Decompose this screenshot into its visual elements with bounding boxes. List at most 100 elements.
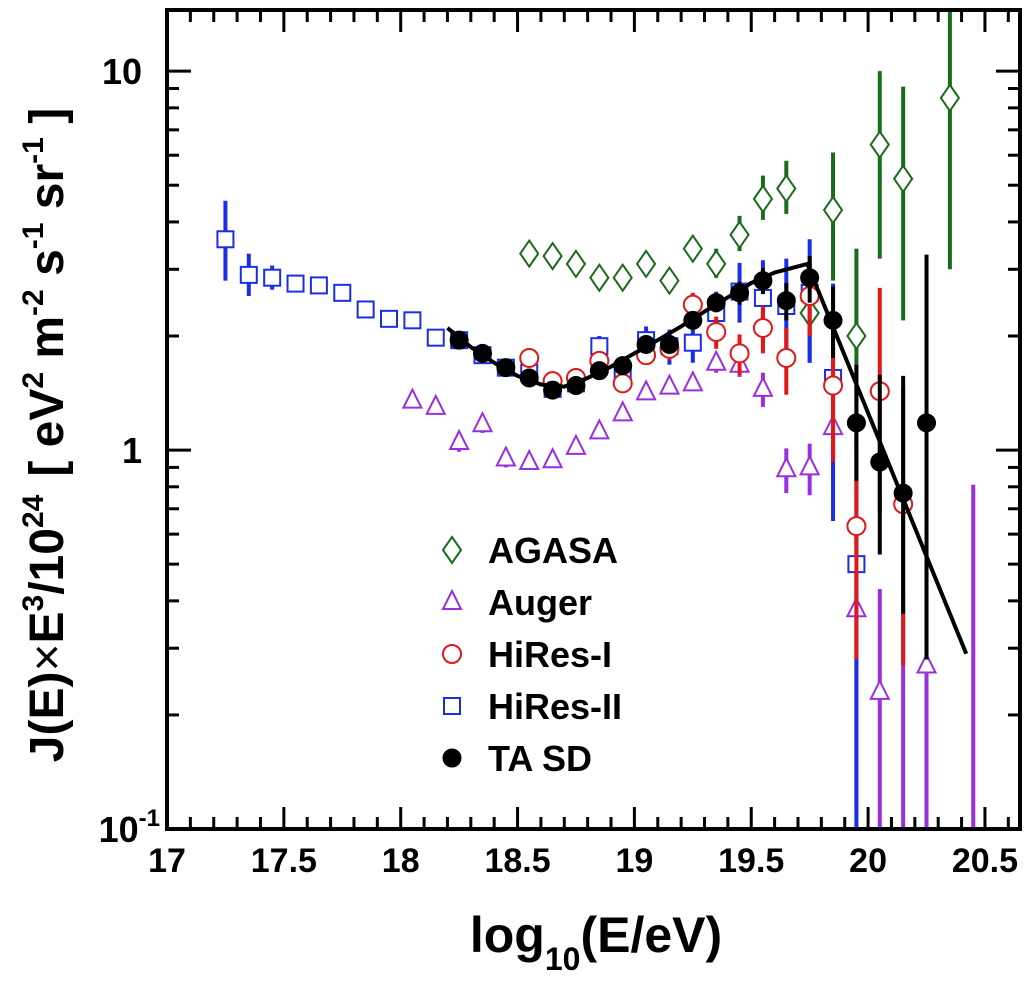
auger-point — [425, 393, 447, 415]
auger-point — [588, 418, 610, 440]
x-tick-label: 20.5 — [952, 842, 1018, 880]
auger-point — [658, 373, 681, 395]
hires-ii-point — [333, 283, 352, 302]
legend-marker-ta-sd — [442, 748, 462, 768]
hires-ii-point — [380, 309, 399, 328]
auger-point — [915, 652, 938, 674]
agasa-point — [612, 262, 633, 293]
hires-ii-point — [309, 276, 328, 295]
y-tick-label-0.1-exponent: -1 — [139, 805, 160, 832]
y-tick-label-0.1-base: 10 — [99, 809, 139, 850]
plot-frame — [165, 8, 1022, 831]
agasa-point — [519, 238, 540, 269]
y-axis-tick-labels: 10 1 10-1 — [99, 51, 160, 850]
x-axis-label: log10(E/eV) — [470, 907, 722, 977]
ta-sd-point — [917, 413, 937, 433]
auger-point — [612, 400, 634, 422]
x-tick-label: 19.5 — [718, 842, 784, 880]
agasa-point — [705, 249, 727, 279]
legend-marker-agasa — [441, 535, 463, 565]
ta-sd-point — [846, 413, 866, 433]
auger-point — [752, 375, 774, 397]
y-axis-label-norm-exp: 24 — [17, 494, 50, 528]
auger-point — [448, 428, 470, 451]
series-ta-sd — [449, 254, 937, 660]
y-axis-label-unit-s: s — [21, 249, 74, 289]
agasa-point — [892, 164, 914, 194]
agasa-point — [635, 249, 657, 279]
legend-label-ta-sd: TA SD — [488, 738, 592, 779]
hires-ii-point — [403, 311, 422, 330]
hires-ii-point — [216, 230, 235, 249]
y-axis-label-energy-exp: 3 — [17, 595, 50, 612]
x-tick-label: 20 — [849, 842, 887, 880]
y-axis-label-times: × — [21, 643, 74, 671]
agasa-point — [846, 321, 867, 351]
fit-layer — [446, 261, 969, 655]
x-axis-ticks — [165, 10, 1010, 829]
auger-point — [635, 379, 657, 401]
series-hires-ii — [216, 200, 866, 829]
hires-i-point — [729, 343, 750, 364]
legend-label-hires-ii: HiRes-II — [488, 686, 622, 727]
agasa-point — [822, 195, 844, 225]
hires-i-point — [776, 347, 797, 368]
y-axis-label-unit-m: m — [21, 316, 74, 372]
hires-i-point — [846, 516, 867, 537]
auger-point — [682, 370, 704, 392]
agasa-point — [939, 83, 961, 113]
y-axis-label-flux: J(E) — [21, 672, 74, 763]
y-axis-label-unit-sr-exp: -1 — [17, 137, 50, 164]
agasa-point — [682, 233, 704, 264]
y-tick-label-1: 1 — [122, 430, 142, 471]
agasa-point — [776, 173, 797, 204]
x-axis-label-log: log — [470, 907, 545, 963]
auger-point — [799, 454, 821, 476]
hires-ii-point — [683, 333, 702, 352]
legend-label-auger: Auger — [488, 582, 592, 623]
agasa-point — [869, 129, 890, 160]
y-tick-label-0.1: 10-1 — [99, 805, 160, 850]
legend-label-hires-i: HiRes-I — [488, 634, 612, 675]
hires-i-point — [612, 373, 633, 394]
y-axis-label-close: ] — [21, 108, 74, 137]
x-tick-label: 17.5 — [251, 842, 317, 880]
y-axis-label-unit-s-exp: -1 — [17, 223, 50, 250]
auger-point — [565, 433, 587, 455]
ta-sd-fit-line — [446, 261, 969, 655]
legend-label-agasa: AGASA — [488, 530, 618, 571]
legend-marker-hires-ii — [443, 697, 461, 715]
legend: AGASA Auger HiRes-I HiRes-II TA SD — [441, 530, 622, 779]
x-tick-label: 19 — [615, 842, 653, 880]
agasa-point — [752, 184, 774, 214]
auger-point — [518, 448, 540, 471]
auger-point — [869, 678, 891, 700]
x-tick-label: 18 — [382, 842, 420, 880]
hires-i-point — [752, 317, 773, 338]
hires-ii-point — [263, 268, 282, 287]
x-tick-label: 17 — [148, 842, 186, 880]
y-axis-label-unit-ev-exp: 2 — [17, 372, 50, 389]
ta-sd-point — [776, 291, 796, 311]
agasa-point — [542, 241, 563, 271]
y-axis-label: J(E)×E3/1024[ eV2 m-2 s-1 sr-1 ] — [17, 108, 74, 762]
y-axis-label-norm: /10 — [21, 528, 74, 595]
auger-point — [401, 387, 424, 409]
hires-ii-point — [286, 274, 305, 293]
y-axis-ticks — [167, 69, 1020, 831]
x-axis-tick-labels: 17 17.5 18 18.5 19 19.5 20 20.5 — [148, 842, 1018, 880]
y-tick-label-10: 10 — [102, 51, 142, 92]
hires-i-point — [706, 321, 727, 342]
y-axis-label-unit-ev: [ eV — [21, 389, 74, 477]
auger-point — [705, 349, 727, 371]
x-axis-label-rest: (E/eV) — [580, 907, 722, 963]
agasa-point — [729, 220, 750, 250]
hires-ii-point — [426, 328, 445, 347]
hires-i-point — [519, 347, 540, 368]
agasa-point — [659, 265, 680, 296]
auger-point — [495, 445, 517, 467]
agasa-point — [565, 249, 587, 279]
y-axis-label-unit-m-exp: -2 — [17, 289, 50, 316]
auger-point — [471, 410, 494, 433]
